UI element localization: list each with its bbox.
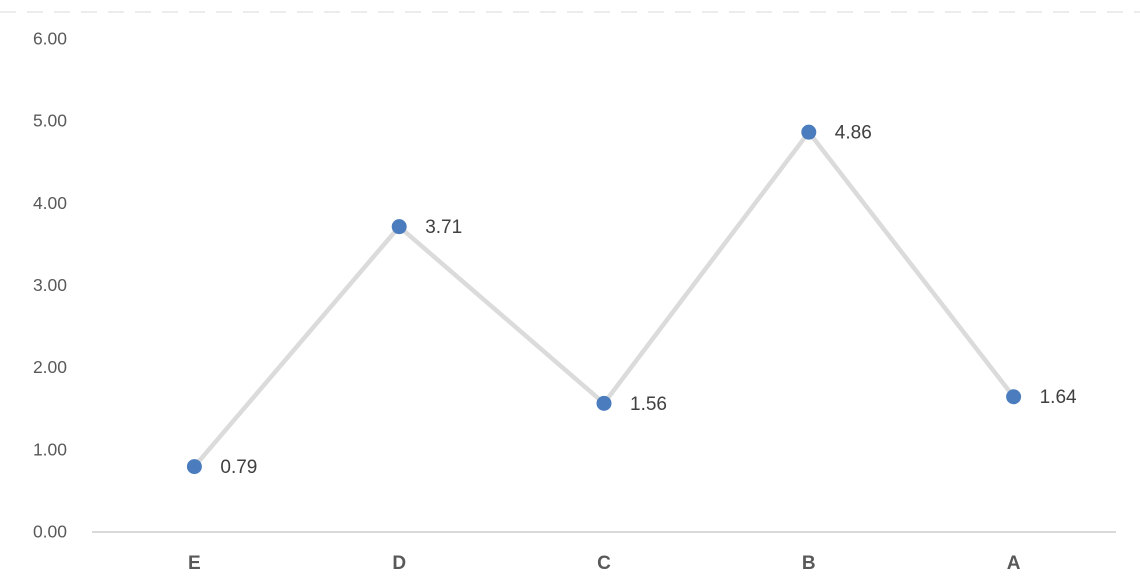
data-label: 0.79 — [220, 457, 257, 478]
series-line — [192, 129, 1016, 469]
category-label: B — [802, 553, 816, 574]
y-tick-label: 3.00 — [33, 275, 67, 295]
category-label: D — [392, 553, 406, 574]
data-label: 3.71 — [425, 217, 462, 238]
y-tick-label: 0.00 — [33, 522, 67, 542]
data-point-marker[interactable] — [1006, 389, 1022, 405]
y-tick-label: 2.00 — [33, 357, 67, 377]
category-label: E — [188, 553, 201, 574]
y-tick-label: 6.00 — [33, 29, 67, 49]
data-point-marker[interactable] — [391, 219, 407, 235]
data-label: 1.56 — [630, 394, 667, 415]
y-tick-label: 4.00 — [33, 193, 67, 213]
data-label: 4.86 — [835, 123, 872, 144]
data-point-marker[interactable] — [801, 124, 817, 140]
data-point-marker[interactable] — [186, 459, 202, 475]
data-point-marker[interactable] — [596, 395, 612, 411]
category-label: A — [1007, 553, 1021, 574]
data-label: 1.64 — [1040, 387, 1077, 408]
y-tick-label: 1.00 — [33, 439, 67, 459]
category-label: C — [597, 553, 611, 574]
y-tick-label: 5.00 — [33, 111, 67, 131]
